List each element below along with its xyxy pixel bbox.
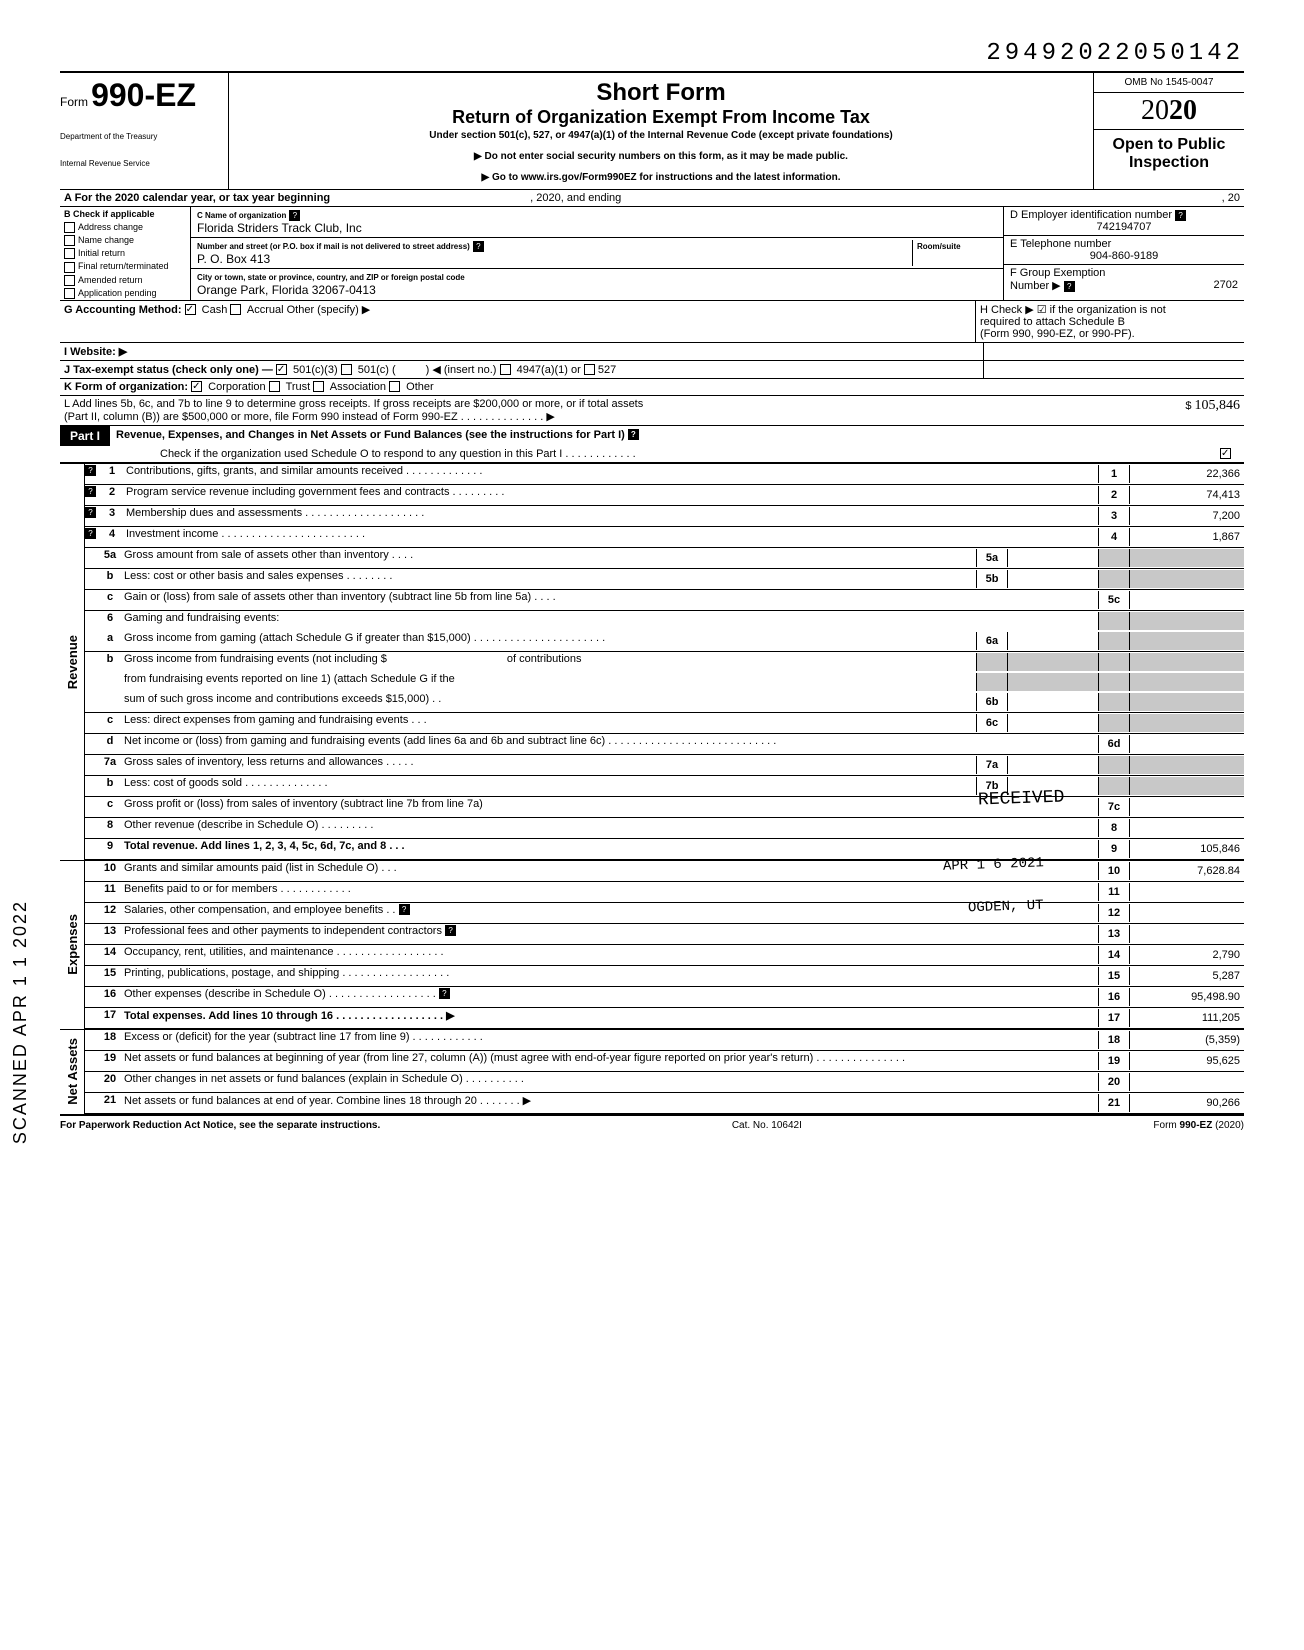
e-phone-label: E Telephone number — [1010, 238, 1111, 250]
amt-14: 2,790 — [1130, 946, 1244, 964]
group-exemption: 2702 — [1214, 279, 1238, 291]
section-b-header: B Check if applicable — [60, 207, 190, 221]
ein-value: 742194707 — [1010, 221, 1238, 233]
chk-other[interactable] — [389, 381, 400, 392]
org-city: Orange Park, Florida 32067-0413 — [197, 283, 376, 297]
org-address: P. O. Box 413 — [197, 252, 270, 266]
amt-15: 5,287 — [1130, 967, 1244, 985]
chk-501c[interactable] — [341, 364, 352, 375]
chk-initial-return[interactable]: Initial return — [60, 247, 190, 260]
amt-4: 1,867 — [1130, 528, 1244, 546]
chk-527[interactable] — [584, 364, 595, 375]
revenue-label: Revenue — [63, 631, 82, 693]
footer-cat: Cat. No. 10642I — [732, 1120, 802, 1131]
ogden-stamp: OGDEN, UT — [968, 897, 1044, 916]
chk-4947[interactable] — [500, 364, 511, 375]
amt-21: 90,266 — [1130, 1094, 1244, 1112]
ssn-note: ▶ Do not enter social security numbers o… — [239, 151, 1083, 162]
f-group-label: F Group Exemption — [1010, 267, 1105, 279]
chk-assoc[interactable] — [313, 381, 324, 392]
chk-trust[interactable] — [269, 381, 280, 392]
org-name: Florida Striders Track Club, Inc — [197, 221, 362, 235]
title-short-form: Short Form — [239, 79, 1083, 107]
help-icon[interactable]: ? — [289, 210, 300, 221]
expenses-label: Expenses — [63, 910, 82, 979]
entity-block: B Check if applicable Address change Nam… — [60, 207, 1244, 301]
chk-name-change[interactable]: Name change — [60, 234, 190, 247]
chk-schedule-o[interactable] — [1220, 448, 1231, 459]
amt-2: 74,413 — [1130, 486, 1244, 504]
part-1-header: Part I Revenue, Expenses, and Changes in… — [60, 426, 1244, 446]
form-prefix: Form — [60, 95, 88, 109]
line-l: L Add lines 5b, 6c, and 7b to line 9 to … — [60, 396, 1244, 426]
chk-501c3[interactable] — [276, 364, 287, 375]
help-icon[interactable]: ? — [1064, 281, 1075, 292]
help-icon[interactable]: ? — [473, 241, 484, 252]
form-header: Form 990-EZ Department of the Treasury I… — [60, 71, 1244, 190]
chk-amended[interactable]: Amended return — [60, 274, 190, 287]
scanned-stamp: SCANNED APR 1 1 2022 — [10, 900, 31, 1144]
dept-treasury: Department of the Treasury — [60, 132, 220, 141]
omb-number: OMB No 1545-0047 — [1094, 73, 1244, 93]
amt-19: 95,625 — [1130, 1052, 1244, 1070]
open-public: Open to PublicInspection — [1094, 130, 1244, 178]
title-under: Under section 501(c), 527, or 4947(a)(1)… — [239, 130, 1083, 141]
addr-label: Number and street (or P.O. box if mail i… — [197, 242, 470, 251]
line-a: A For the 2020 calendar year, or tax yea… — [60, 190, 1244, 207]
amt-3: 7,200 — [1130, 507, 1244, 525]
room-label: Room/suite — [917, 242, 961, 251]
chk-final-return[interactable]: Final return/terminated — [60, 260, 190, 273]
footer-left: For Paperwork Reduction Act Notice, see … — [60, 1120, 380, 1131]
amt-16: 95,498.90 — [1130, 988, 1244, 1006]
line-j: J Tax-exempt status (check only one) — 5… — [60, 361, 1244, 379]
chk-address-change[interactable]: Address change — [60, 221, 190, 234]
help-icon[interactable]: ? — [1175, 210, 1186, 221]
expenses-section: Expenses 10Grants and similar amounts pa… — [60, 860, 1244, 1029]
received-date-stamp: APR 1 6 2021 — [943, 855, 1044, 875]
chk-corp[interactable] — [191, 381, 202, 392]
amt-17: 111,205 — [1130, 1009, 1244, 1027]
title-main: Return of Organization Exempt From Incom… — [239, 107, 1083, 128]
footer-form: Form 990-EZ (2020) — [1153, 1120, 1244, 1131]
amt-10: 7,628.84 — [1130, 862, 1244, 880]
phone-value: 904-860-9189 — [1010, 250, 1238, 262]
goto-note: ▶ Go to www.irs.gov/Form990EZ for instru… — [239, 172, 1083, 183]
form-number: 990-EZ — [91, 77, 196, 113]
received-stamp: RECEIVED — [977, 787, 1064, 810]
line-k: K Form of organization: Corporation Trus… — [60, 379, 1244, 396]
c-name-label: C Name of organization — [197, 211, 286, 220]
gross-receipts: 105,846 — [1195, 398, 1241, 413]
amt-9: 105,846 — [1130, 840, 1244, 858]
city-label: City or town, state or province, country… — [197, 273, 465, 282]
net-assets-label: Net Assets — [63, 1034, 82, 1109]
page-footer: For Paperwork Reduction Act Notice, see … — [60, 1116, 1244, 1131]
d-ein-label: D Employer identification number — [1010, 209, 1172, 221]
help-icon[interactable]: ? — [628, 429, 639, 440]
net-assets-section: Net Assets 18Excess or (deficit) for the… — [60, 1029, 1244, 1116]
document-id: 29492022050142 — [60, 40, 1244, 67]
h-check: H Check ▶ ☑ if the organization is not — [980, 303, 1240, 316]
revenue-section: Revenue ?1Contributions, gifts, grants, … — [60, 463, 1244, 860]
chk-cash[interactable] — [185, 304, 196, 315]
tax-year: 2020 — [1094, 93, 1244, 130]
line-i: I Website: ▶ — [60, 343, 1244, 361]
amt-1: 22,366 — [1130, 465, 1244, 483]
chk-pending[interactable]: Application pending — [60, 287, 190, 300]
line-g-h: G Accounting Method: Cash Accrual Other … — [60, 301, 1244, 343]
dept-irs: Internal Revenue Service — [60, 159, 220, 168]
amt-20 — [1130, 1073, 1244, 1091]
part1-check-o: Check if the organization used Schedule … — [60, 446, 1244, 463]
amt-18: (5,359) — [1130, 1031, 1244, 1049]
chk-accrual[interactable] — [230, 304, 241, 315]
